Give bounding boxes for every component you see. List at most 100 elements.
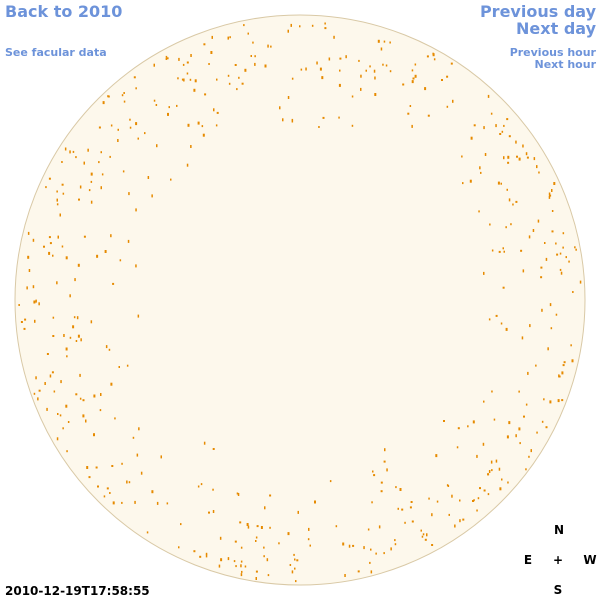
facular-point [503, 156, 505, 160]
next-hour-link[interactable]: Next hour [535, 58, 597, 71]
facular-point [233, 560, 236, 563]
facular-point [240, 560, 243, 563]
facular-point [329, 480, 332, 483]
facular-point [52, 254, 54, 257]
facular-point [506, 118, 509, 121]
facular-point [103, 495, 106, 498]
facular-point [533, 157, 536, 161]
facular-point [236, 492, 239, 495]
facular-point [515, 434, 517, 438]
facular-point [568, 260, 570, 263]
facular-point [264, 64, 267, 68]
previous-day-link[interactable]: Previous day [480, 2, 597, 21]
facular-point [483, 489, 486, 492]
facular-point [508, 135, 511, 138]
facular-point [448, 513, 450, 516]
facular-point [166, 502, 169, 505]
facular-point [135, 87, 137, 90]
facular-point [549, 194, 552, 197]
facular-point [177, 77, 179, 80]
facular-point [227, 36, 229, 40]
facular-point [528, 455, 530, 458]
facular-point [498, 467, 501, 471]
facular-point [562, 246, 564, 249]
facular-point [186, 163, 189, 167]
facular-point [548, 192, 551, 196]
facular-point [52, 316, 55, 319]
facular-point [518, 390, 520, 393]
facular-point [360, 87, 362, 91]
facular-point [562, 364, 565, 367]
facular-point [85, 419, 87, 423]
facular-point [369, 561, 371, 564]
facular-point [551, 210, 554, 212]
facular-point [183, 78, 185, 82]
facular-point [32, 285, 35, 289]
facular-point [426, 55, 429, 58]
facular-point [135, 264, 137, 268]
facular-point [64, 147, 67, 151]
facular-link[interactable]: See facular data [5, 46, 107, 59]
facular-point [507, 155, 510, 159]
compass-center: + [553, 553, 563, 567]
facular-point [254, 62, 256, 66]
facular-point [38, 302, 40, 306]
facular-point [411, 520, 414, 523]
facular-point [208, 63, 210, 65]
facular-point [457, 427, 460, 430]
facular-point [389, 41, 391, 44]
facular-point [579, 280, 582, 284]
facular-point [530, 449, 532, 453]
facular-point [515, 200, 518, 203]
facular-point [516, 155, 518, 158]
facular-point [197, 121, 200, 125]
facular-point [461, 155, 463, 158]
facular-point [56, 203, 59, 206]
facular-point [186, 61, 189, 64]
facular-point [402, 83, 405, 86]
facular-point [495, 124, 497, 128]
facular-point [500, 182, 502, 185]
facular-point [199, 555, 202, 558]
facular-point [451, 494, 453, 498]
facular-point [52, 335, 55, 337]
facular-point [450, 62, 453, 65]
facular-point [526, 156, 529, 159]
facular-point [109, 492, 111, 494]
facular-point [473, 124, 476, 127]
facular-point [83, 235, 86, 238]
facular-point [73, 316, 76, 319]
facular-point [541, 308, 543, 312]
facular-point [411, 69, 414, 72]
facular-point [525, 403, 528, 406]
facular-point [56, 190, 58, 193]
facular-point [510, 223, 512, 226]
facular-point [93, 433, 95, 437]
facular-point [506, 435, 509, 439]
facular-point [553, 182, 556, 185]
facular-point [56, 198, 58, 202]
facular-point [35, 376, 37, 380]
facular-point [219, 536, 222, 540]
previous-hour-link[interactable]: Previous hour [510, 46, 597, 59]
facular-point [487, 94, 490, 98]
facular-point [105, 345, 108, 349]
facular-point [491, 469, 493, 472]
facular-point [527, 371, 529, 375]
facular-point [512, 203, 514, 206]
facular-point [452, 99, 454, 103]
facular-point [473, 499, 475, 502]
next-day-link[interactable]: Next day [516, 19, 597, 38]
facular-point [190, 54, 192, 57]
facular-point [98, 161, 100, 164]
facular-point [203, 441, 206, 445]
facular-point [297, 510, 299, 514]
facular-point [75, 393, 78, 396]
facular-point [111, 465, 114, 467]
facular-point [472, 420, 475, 424]
facular-point [412, 77, 415, 80]
back-link[interactable]: Back to 2010 [5, 2, 122, 21]
facular-point [215, 124, 218, 127]
facular-point [427, 114, 430, 117]
facular-point [562, 232, 565, 235]
